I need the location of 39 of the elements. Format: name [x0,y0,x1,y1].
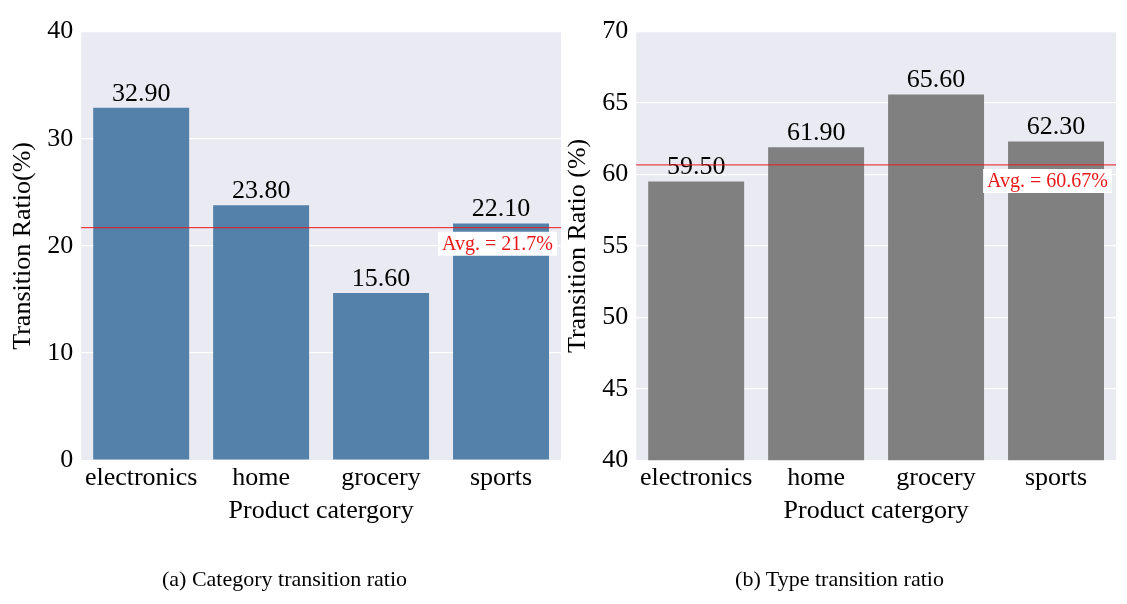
data-label: 61.90 [786,117,846,147]
data-label: 59.50 [666,151,726,181]
bar [333,293,430,460]
y-tick-label: 30 [47,122,74,152]
bar [213,205,310,460]
y-tick-label: 70 [602,15,629,45]
x-axis-title: Product catergory [783,494,969,524]
y-tick-label: 20 [47,229,74,259]
data-label: 23.80 [231,175,291,205]
y-tick-label: 0 [60,444,74,474]
ref-line-label: Avg. = 21.7% [442,231,553,255]
x-tick-label: grocery [341,461,421,491]
data-label: 65.60 [906,64,966,94]
y-tick-label: 55 [602,229,629,259]
y-tick-label: 50 [602,301,629,331]
ref-line-label: Avg. = 60.67% [987,169,1108,193]
y-tick-label: 60 [602,158,629,188]
y-tick-label: 40 [602,444,629,474]
x-axis-title: Product catergory [228,494,414,524]
x-tick-label: home [787,461,846,491]
y-tick-label: 10 [47,336,74,366]
x-tick-label: sports [1024,461,1088,491]
data-label: 32.90 [111,77,171,107]
x-tick-label: sports [469,461,533,491]
y-axis-title: Transition Ratio (%) [562,138,592,354]
x-tick-label: home [232,461,291,491]
text: (b) Type transition ratio [735,565,944,591]
bar [93,107,190,460]
data-label: 62.30 [1026,111,1086,141]
y-tick-label: 40 [47,15,74,45]
y-tick-label: 65 [602,86,629,116]
data-label: 22.10 [471,193,531,223]
x-tick-label: grocery [896,461,976,491]
x-tick-label: electronics [84,461,198,491]
y-axis-title: Transition Ratio(%) [7,142,37,350]
text: (a) Category transition ratio [162,565,407,591]
data-label: 15.60 [351,262,411,292]
y-tick-label: 45 [602,372,629,402]
x-tick-label: electronics [639,461,753,491]
